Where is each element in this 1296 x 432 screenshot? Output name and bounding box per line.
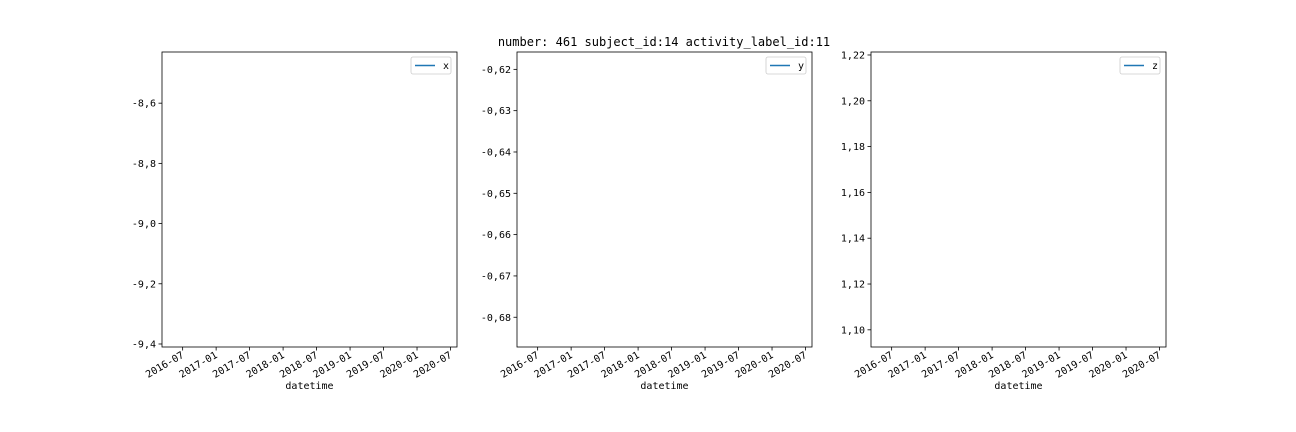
y-tick-label: 1,16	[841, 188, 865, 199]
subplots: -8,6-8,8-9,0-9,2-9,42016-072017-012017-0…	[132, 50, 1167, 392]
x-tick-label: 2020-07	[767, 350, 809, 381]
y-tick-label: -9,2	[132, 279, 156, 290]
y-tick-label: 1,18	[841, 142, 865, 153]
x-axis-label: datetime	[640, 381, 688, 392]
legend: y	[765, 56, 807, 75]
legend-label: z	[1152, 61, 1158, 72]
y-tick-label: -8,6	[132, 99, 156, 110]
legend: x	[410, 56, 452, 75]
y-tick-label: -0,63	[481, 106, 511, 117]
x-axis-label: datetime	[285, 381, 333, 392]
axes-frame	[870, 51, 1167, 348]
y-tick-label: -0,65	[481, 189, 511, 200]
legend: z	[1119, 56, 1161, 75]
y-tick-label: -0,64	[481, 147, 511, 158]
axes-frame	[161, 51, 458, 348]
y-tick-label: -0,67	[481, 271, 511, 282]
y-tick-label: -8,8	[132, 159, 156, 170]
x-tick-label: 2020-07	[412, 350, 454, 381]
y-tick-label: -0,62	[481, 65, 511, 76]
y-tick-label: 1,22	[841, 50, 865, 61]
legend-label: y	[798, 61, 804, 72]
subplot-3: 1,221,201,181,161,141,121,102016-072017-…	[841, 50, 1167, 392]
y-tick-label: 1,12	[841, 280, 865, 291]
y-tick-label: -0,68	[481, 313, 511, 324]
y-tick-label: 1,14	[841, 234, 865, 245]
x-axis-label: datetime	[994, 381, 1042, 392]
figure-title: number: 461 subject_id:14 activity_label…	[498, 35, 830, 49]
x-tick-label: 2020-07	[1121, 350, 1163, 381]
legend-label: x	[443, 61, 449, 72]
y-tick-label: -9,4	[132, 339, 156, 350]
y-tick-label: 1,10	[841, 325, 865, 336]
subplot-1: -8,6-8,8-9,0-9,2-9,42016-072017-012017-0…	[132, 51, 458, 392]
y-tick-label: -0,66	[481, 230, 511, 241]
y-tick-label: -9,0	[132, 219, 156, 230]
axes-frame	[516, 51, 813, 348]
y-tick-label: 1,20	[841, 96, 865, 107]
subplot-2: -0,62-0,63-0,64-0,65-0,66-0,67-0,682016-…	[481, 51, 813, 392]
